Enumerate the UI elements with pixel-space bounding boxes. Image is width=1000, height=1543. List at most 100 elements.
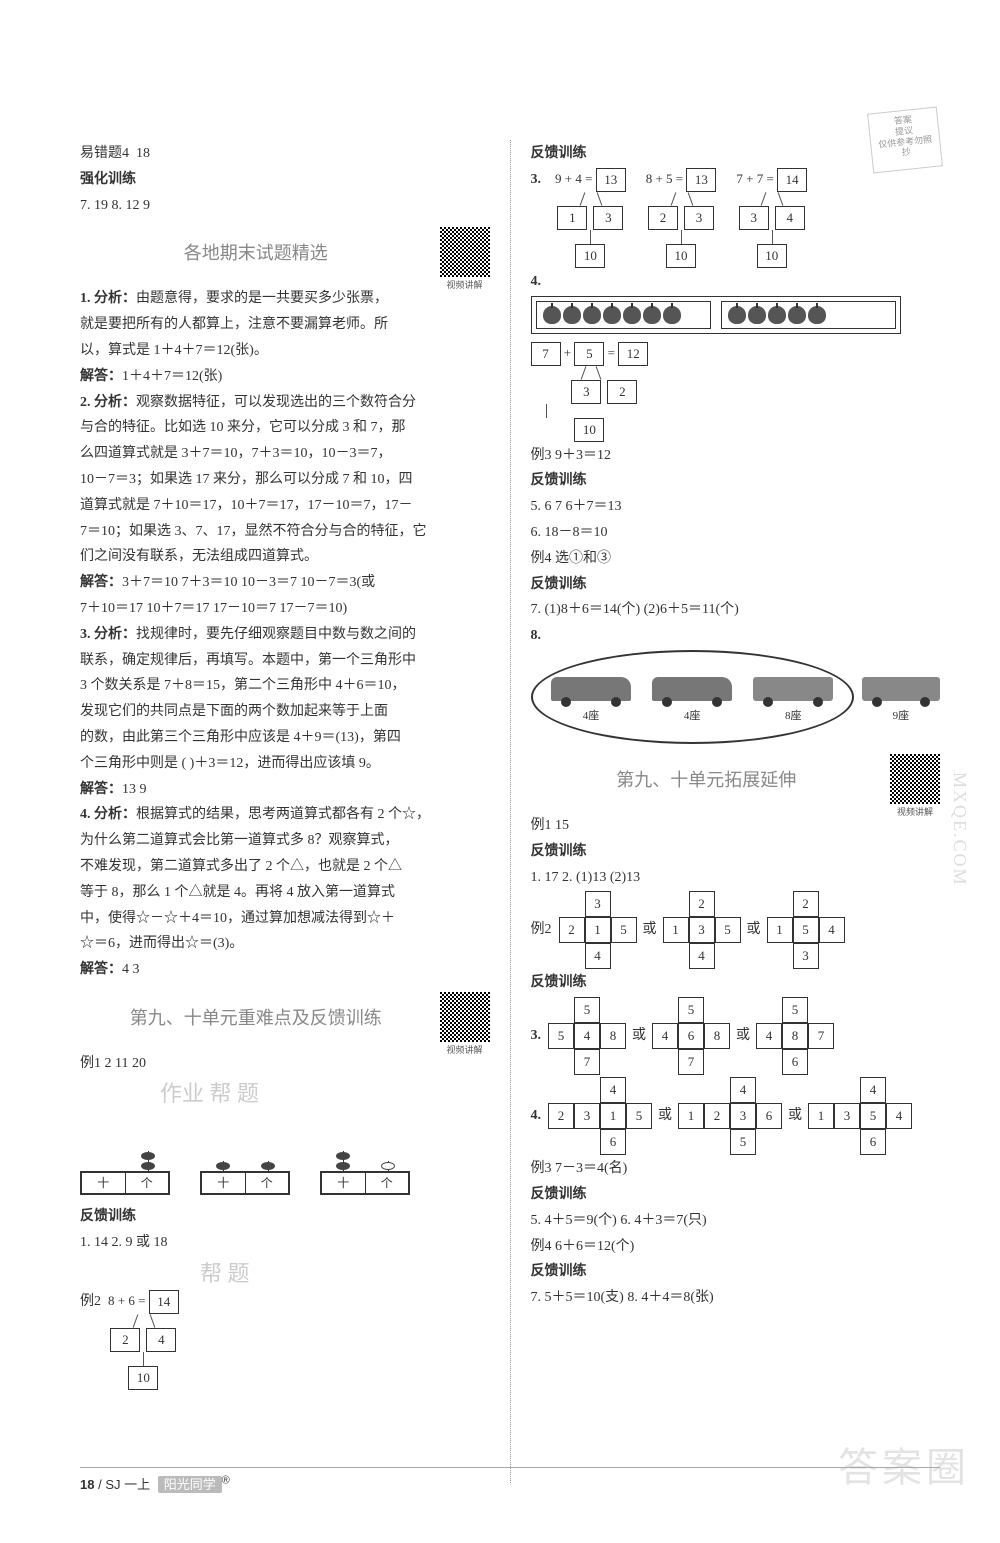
cross-grid: 21354 — [663, 891, 741, 969]
cross-grid: 413546 — [808, 1077, 912, 1155]
p4-3: 不难发现，第二道算式多出了 2 个△，也就是 2 个△ — [80, 855, 490, 879]
p2-ans1: 3＋7＝10 7＋3＝10 10－3＝7 10－7＝3(或 — [122, 575, 375, 590]
p3-5: 的数，由此第三个三角形中应该是 4＋9＝(13)，第四 — [80, 726, 490, 750]
apple-icon — [623, 306, 641, 324]
footer-brand: 阳光同学 — [158, 1476, 222, 1493]
p4-6: ☆＝6，进而得出☆＝(3)。 — [80, 932, 490, 956]
car: 4座 — [551, 677, 631, 717]
cross-grid: 412365 — [678, 1077, 782, 1155]
ab-ten: 十 — [82, 1173, 126, 1193]
car-label: 4座 — [652, 707, 732, 723]
q4-split: 7 + 5 = 12 32 10 — [531, 342, 941, 442]
rr4-label: 4. — [531, 1108, 542, 1123]
ab-ten: 十 — [322, 1173, 366, 1193]
ghost-text: 帮 题 — [200, 1261, 250, 1286]
p1-3: 以，算式是 1＋4＋7＝12(张)。 — [80, 339, 490, 363]
cars-row: 4座4座8座 9座 — [531, 650, 941, 744]
q4-s2: 2 — [607, 380, 637, 404]
apple-icon — [543, 306, 561, 324]
q4-eq: = — [608, 345, 615, 360]
ab-one: 个 — [126, 1173, 169, 1193]
rr3-label: 3. — [531, 1028, 542, 1043]
q4-a: 7 — [531, 342, 561, 366]
q4-d: 10 — [574, 418, 604, 442]
p3-6: 个三角形中则是 ( )＋3＝12，进而得出应该填 9。 — [80, 752, 490, 776]
q4-label: 4. — [531, 270, 941, 294]
or-text: 或 — [747, 918, 761, 942]
apple-icon — [768, 306, 786, 324]
qr-icon — [440, 992, 490, 1042]
car-label: 4座 — [551, 707, 631, 723]
p1-2: 就是要把所有的人都算上，注意不要漏算老师。所 — [80, 313, 490, 337]
rr7: 7. 5＋5＝10(支) 8. 4＋4＝8(张) — [531, 1286, 941, 1310]
apple-icon — [663, 306, 681, 324]
e4: 例4 6＋6＝12(个) — [531, 1235, 941, 1259]
ex2-eq: = — [138, 1293, 145, 1308]
q4-op: + — [564, 345, 571, 360]
split-expr: 8 + 5 = 132310 — [646, 168, 717, 268]
q3-label: 3. — [531, 168, 542, 192]
r6: 6. 18－8＝10 — [531, 521, 941, 545]
car-icon — [862, 677, 940, 701]
qr-icon — [440, 227, 490, 277]
p4-5: 中，使得☆－☆＋4＝10，通过算加想减法得到☆＋ — [80, 907, 490, 931]
apple-icon — [603, 306, 621, 324]
cross-grid: 54876 — [756, 997, 834, 1075]
abacus: 十个 — [320, 1116, 410, 1195]
apple-icon — [788, 306, 806, 324]
p2-7: 们之间没有联系，无法组成四道算式。 — [80, 545, 490, 569]
watermark-url: MXQE.COM — [949, 772, 970, 887]
ex2-r: 14 — [149, 1290, 179, 1314]
p4-4: 等于 8，那么 1 个△就是 4。再将 4 放入第一道算式 — [80, 881, 490, 905]
ex4: 例4 选①和③ — [531, 547, 941, 571]
right-column: 反馈训练 3. 9 + 4 = 131310 8 + 5 = 132310 7 + … — [531, 140, 941, 1483]
car-outside: 9座 — [862, 677, 940, 717]
or-text: 或 — [643, 918, 657, 942]
ex2-d: 10 — [128, 1366, 158, 1390]
split-expr: 9 + 4 = 131310 — [555, 168, 626, 268]
car-label: 8座 — [753, 707, 833, 723]
p1-1: 由题意得，要求的是一共要买多少张票， — [136, 291, 388, 306]
apple-icon — [808, 306, 826, 324]
p2-6: 7＝10；如果选 3、7、17，显然不符合分与合的特征，它 — [80, 520, 490, 544]
e1: 例1 15 — [531, 814, 941, 838]
ex3: 例3 9＋3＝12 — [531, 444, 941, 468]
p3-head: 3. 分析： — [80, 627, 136, 642]
car-icon — [652, 677, 732, 701]
p2-head: 2. 分析： — [80, 395, 136, 410]
apples-frame — [531, 296, 901, 334]
ex2-row: 例2 8 + 6 = 14 24 10 — [80, 1290, 490, 1390]
ex1: 例1 2 11 20 — [80, 1052, 490, 1076]
car-label: 9座 — [862, 707, 940, 723]
p2-ans2: 7＋10＝17 10＋7＝17 17－10＝7 17－7＝10) — [80, 597, 490, 621]
or-text: 或 — [736, 1024, 750, 1048]
apple-icon — [643, 306, 661, 324]
ex2-op: + — [118, 1293, 125, 1308]
qianghua-title: 强化训练 — [80, 168, 490, 192]
abacus: 十个 — [200, 1116, 290, 1195]
footer-r: ® — [222, 1475, 230, 1487]
p1-ans: 1＋4＋7＝12(张) — [122, 369, 222, 384]
e3: 例3 7－3＝4(名) — [531, 1157, 941, 1181]
cross-grid: 32154 — [559, 891, 637, 969]
car-oval: 4座4座8座 — [531, 650, 854, 744]
abacus: 十个 — [80, 1116, 170, 1195]
or-text: 或 — [658, 1104, 672, 1128]
fk-title: 反馈训练 — [531, 840, 941, 864]
p2-5: 道算式就是 7＋10＝17，10＋7＝17，17－10＝7，17－ — [80, 494, 490, 518]
ex2-s2: 4 — [146, 1328, 176, 1352]
sec3-title: 第九、十单元拓展延伸 — [531, 766, 883, 792]
fk1-1: 1. 14 2. 9 或 18 — [80, 1231, 490, 1255]
fk-title: 反馈训练 — [531, 1183, 941, 1207]
car: 8座 — [753, 677, 833, 717]
split-expr: 7 + 7 = 143410 — [736, 168, 807, 268]
p4-head: 4. 分析： — [80, 807, 136, 822]
p4-ans: 4 3 — [122, 962, 140, 977]
r8-label: 8. — [531, 624, 941, 648]
cross-grid: 55487 — [548, 997, 626, 1075]
cross-grid: 423156 — [548, 1077, 652, 1155]
p3-ans: 13 9 — [122, 782, 147, 797]
p3-3: 3 个数关系是 7＋8＝15，第二个三角形中 4＋6＝10， — [80, 674, 490, 698]
p4-ans-label: 解答： — [80, 962, 122, 977]
e2-row: 例2 32154或21354或21543 — [531, 891, 941, 969]
